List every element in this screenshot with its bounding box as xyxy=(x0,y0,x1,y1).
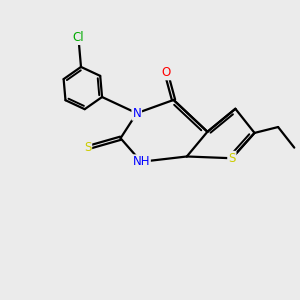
Text: O: O xyxy=(162,66,171,80)
Text: NH: NH xyxy=(132,155,150,168)
Text: Cl: Cl xyxy=(73,31,84,44)
Text: S: S xyxy=(228,152,236,165)
Text: S: S xyxy=(84,141,91,154)
Text: N: N xyxy=(132,107,141,120)
